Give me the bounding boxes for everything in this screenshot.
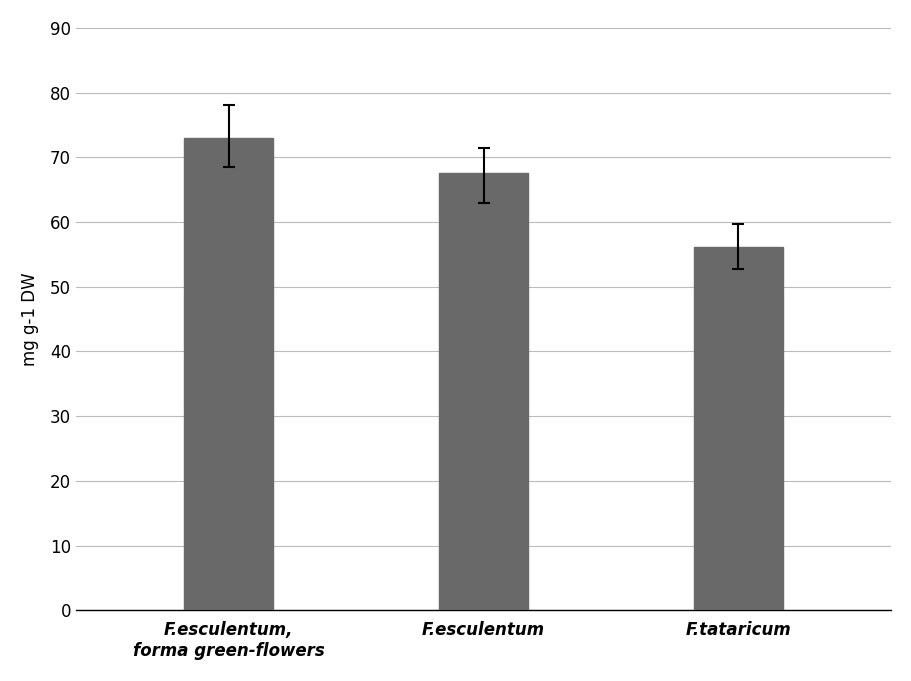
Bar: [693, 247, 782, 610]
Bar: [438, 174, 527, 610]
Bar: [184, 138, 273, 610]
Y-axis label: mg g-1 DW: mg g-1 DW: [21, 272, 39, 366]
